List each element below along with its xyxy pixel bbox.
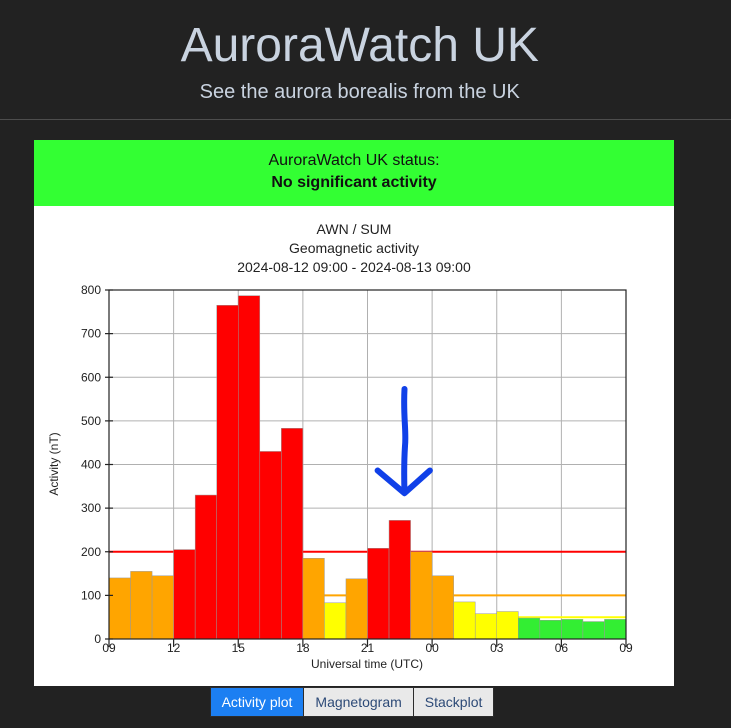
svg-text:18: 18 <box>296 641 310 655</box>
svg-text:00: 00 <box>425 641 439 655</box>
svg-text:0: 0 <box>94 632 101 646</box>
svg-text:06: 06 <box>555 641 569 655</box>
svg-text:100: 100 <box>81 588 101 602</box>
svg-text:500: 500 <box>81 414 101 428</box>
svg-text:800: 800 <box>81 283 101 297</box>
svg-text:09: 09 <box>619 641 633 655</box>
svg-text:21: 21 <box>361 641 375 655</box>
svg-text:Activity (nT): Activity (nT) <box>47 432 61 495</box>
svg-text:700: 700 <box>81 327 101 341</box>
svg-text:400: 400 <box>81 458 101 472</box>
svg-text:09: 09 <box>102 641 116 655</box>
svg-text:15: 15 <box>232 641 246 655</box>
svg-text:12: 12 <box>167 641 181 655</box>
svg-text:600: 600 <box>81 370 101 384</box>
svg-text:300: 300 <box>81 501 101 515</box>
svg-text:200: 200 <box>81 545 101 559</box>
svg-text:Universal time (UTC): Universal time (UTC) <box>311 657 423 671</box>
svg-text:03: 03 <box>490 641 504 655</box>
